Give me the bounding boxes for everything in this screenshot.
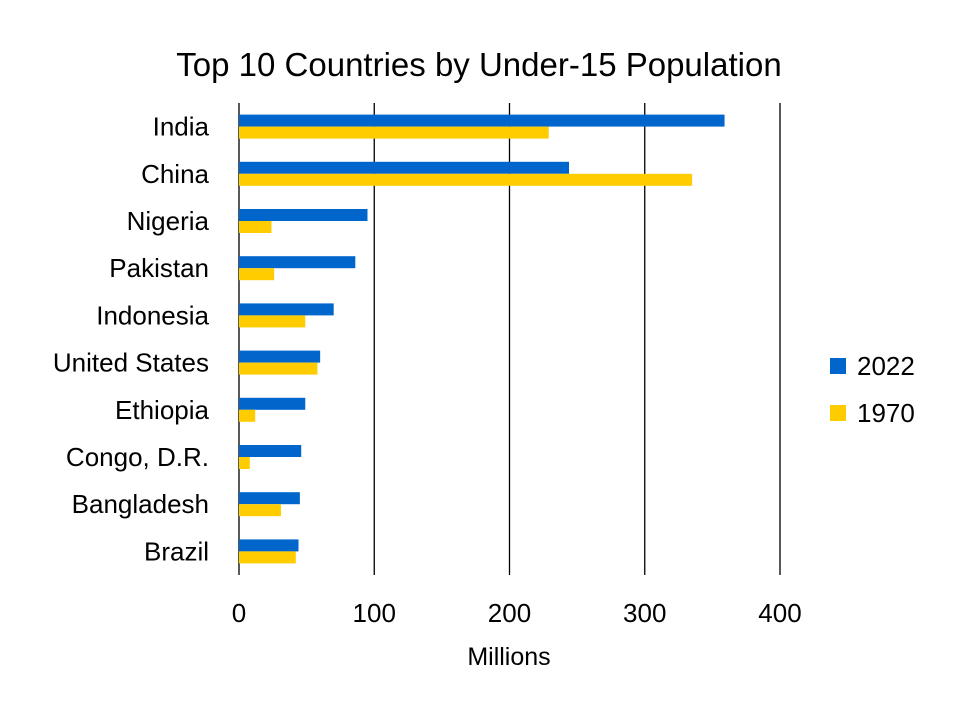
legend-label-1970: 1970 (857, 398, 915, 428)
bar-1970 (239, 504, 281, 517)
bar-2022 (239, 114, 725, 127)
category-label: Nigeria (127, 206, 210, 236)
bar-2022 (239, 161, 570, 174)
x-axis-title: Millions (467, 643, 550, 671)
x-tick-label: 0 (232, 598, 246, 628)
bar-1970 (239, 268, 275, 281)
bar-2022 (239, 256, 356, 269)
bar-2022 (239, 303, 334, 316)
x-tick-labels: 0 100 200 300 400 (232, 598, 802, 628)
category-label: Brazil (144, 536, 209, 566)
bar-2022 (239, 397, 306, 410)
bar-2022 (239, 492, 300, 505)
bar-1970 (239, 551, 296, 564)
bar-2022 (239, 350, 321, 363)
x-tick-label: 300 (623, 598, 666, 628)
category-label: Congo, D.R. (66, 442, 209, 472)
bars (239, 114, 725, 564)
category-label: Bangladesh (72, 489, 209, 519)
bar-1970 (239, 362, 318, 375)
bar-1970 (239, 173, 693, 186)
x-tick-label: 200 (488, 598, 531, 628)
category-label: China (141, 159, 209, 189)
x-tick-label: 100 (353, 598, 396, 628)
legend-swatch-1970 (830, 405, 846, 421)
legend-swatch-2022 (830, 358, 846, 374)
x-tick-label: 400 (758, 598, 801, 628)
category-label: India (153, 112, 210, 142)
legend-label-2022: 2022 (857, 351, 915, 381)
bar-2022 (239, 539, 299, 552)
category-label: Pakistan (109, 253, 209, 283)
bar-2022 (239, 445, 302, 457)
category-labels: India China Nigeria Pakistan Indonesia United… (53, 112, 210, 567)
category-label: Ethiopia (115, 395, 209, 425)
bar-1970 (239, 457, 250, 469)
bar-1970 (239, 409, 256, 422)
bar-1970 (239, 126, 549, 139)
bar-1970 (239, 315, 306, 328)
chart-title: Top 10 Countries by Under-15 Population (176, 46, 781, 83)
legend: 2022 1970 (830, 351, 915, 428)
bar-1970 (239, 221, 272, 233)
category-label: United States (53, 348, 209, 378)
bar-2022 (239, 209, 368, 221)
category-label: Indonesia (96, 300, 209, 330)
